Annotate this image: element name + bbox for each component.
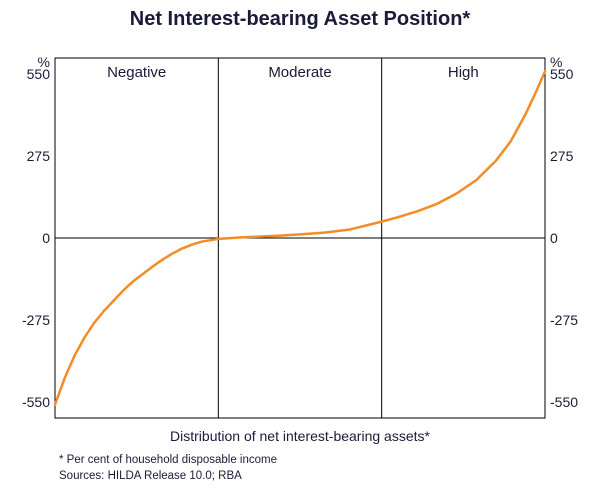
ytick-right: -275 bbox=[550, 312, 578, 328]
region-label: Negative bbox=[77, 64, 197, 81]
region-label: High bbox=[403, 64, 523, 81]
ytick-right: 550 bbox=[550, 66, 573, 82]
chart-container: Net Interest-bearing Asset Position* % %… bbox=[0, 0, 600, 502]
region-label: Moderate bbox=[240, 64, 360, 81]
ytick-right: -550 bbox=[550, 394, 578, 410]
ytick-left: 550 bbox=[27, 66, 50, 82]
ytick-left: -275 bbox=[22, 312, 50, 328]
ytick-right: 275 bbox=[550, 148, 573, 164]
ytick-left: -550 bbox=[22, 394, 50, 410]
ytick-right: 0 bbox=[550, 230, 558, 246]
plot-area bbox=[55, 58, 545, 418]
x-axis-title: Distribution of net interest-bearing ass… bbox=[55, 428, 545, 444]
ytick-left: 275 bbox=[27, 148, 50, 164]
footnote-note: * Per cent of household disposable incom… bbox=[59, 454, 277, 466]
ytick-left: 0 bbox=[42, 230, 50, 246]
chart-title: Net Interest-bearing Asset Position* bbox=[0, 8, 600, 31]
footnote-sources: Sources: HILDA Release 10.0; RBA bbox=[59, 470, 242, 482]
plot-svg bbox=[55, 58, 545, 418]
